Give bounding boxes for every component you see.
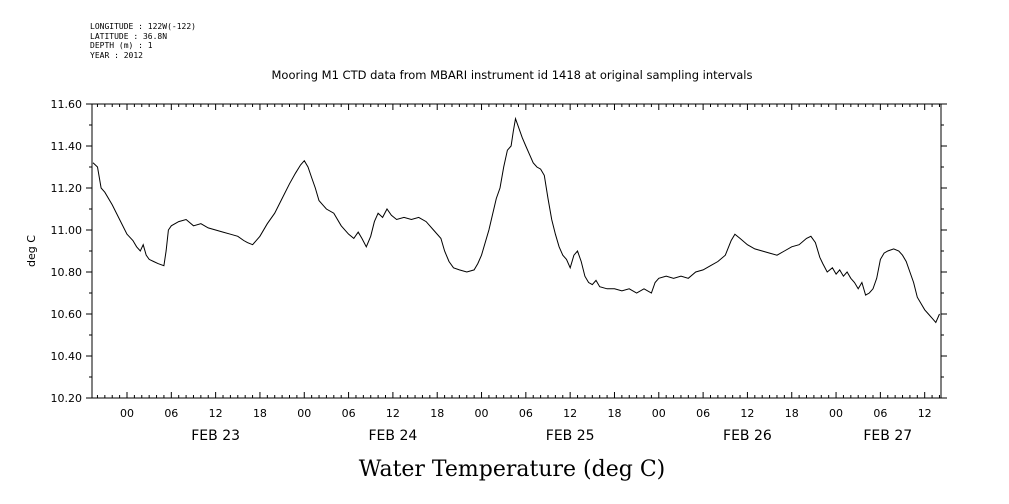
y-tick-label: 10.20 xyxy=(51,392,83,405)
x-day-label: FEB 27 xyxy=(863,428,912,444)
x-tick-label: 00 xyxy=(120,407,134,420)
metadata-block: LONGITUDE : 122W(-122) LATITUDE : 36.8N … xyxy=(90,22,196,60)
x-tick-label: 00 xyxy=(475,407,489,420)
x-tick-label: 12 xyxy=(563,407,577,420)
x-tick-label: 12 xyxy=(918,407,932,420)
x-tick-label: 18 xyxy=(607,407,621,420)
x-tick-label: 12 xyxy=(386,407,400,420)
x-tick-label: 18 xyxy=(253,407,267,420)
plot-frame xyxy=(91,103,942,399)
x-tick-label: 06 xyxy=(873,407,887,420)
y-tick-label: 11.00 xyxy=(51,224,83,237)
x-tick-label: 06 xyxy=(696,407,710,420)
y-tick-label: 10.60 xyxy=(51,308,83,321)
tick-labels: 00 06 12 18 00 06 12 18 00 06 12 18 00 06 12 18 00 06 12 FE… xyxy=(51,98,932,444)
x-day-label: FEB 26 xyxy=(723,428,772,444)
y-tick-label: 11.20 xyxy=(51,182,83,195)
meta-longitude: LONGITUDE : 122W(-122) xyxy=(90,22,196,31)
x-tick-label: 12 xyxy=(740,407,754,420)
x-axis-title: Water Temperature (deg C) xyxy=(359,457,666,482)
temperature-series-line xyxy=(92,116,940,324)
x-tick-label: 00 xyxy=(652,407,666,420)
y-tick-label: 11.40 xyxy=(51,140,83,153)
x-tick-label: 00 xyxy=(297,407,311,420)
y-tick-label: 10.80 xyxy=(51,266,83,279)
x-day-label: FEB 24 xyxy=(369,428,418,444)
y-tick-label: 11.60 xyxy=(51,98,83,111)
x-day-label: FEB 25 xyxy=(546,428,595,444)
x-tick-label: 18 xyxy=(430,407,444,420)
x-tick-label: 18 xyxy=(785,407,799,420)
chart-title: Mooring M1 CTD data from MBARI instrumen… xyxy=(272,68,753,82)
meta-latitude: LATITUDE : 36.8N xyxy=(90,31,168,41)
axis-ticks xyxy=(86,103,947,399)
x-tick-label: 00 xyxy=(829,407,843,420)
x-day-label: FEB 23 xyxy=(191,428,240,444)
meta-depth: DEPTH (m) : 1 xyxy=(90,41,153,50)
meta-year: YEAR : 2012 xyxy=(90,50,143,60)
x-tick-label: 12 xyxy=(209,407,223,420)
x-tick-label: 06 xyxy=(342,407,356,420)
y-tick-label: 10.40 xyxy=(51,350,83,363)
x-tick-label: 06 xyxy=(519,407,533,420)
y-axis-label: deg C xyxy=(25,235,38,267)
x-tick-label: 06 xyxy=(164,407,178,420)
